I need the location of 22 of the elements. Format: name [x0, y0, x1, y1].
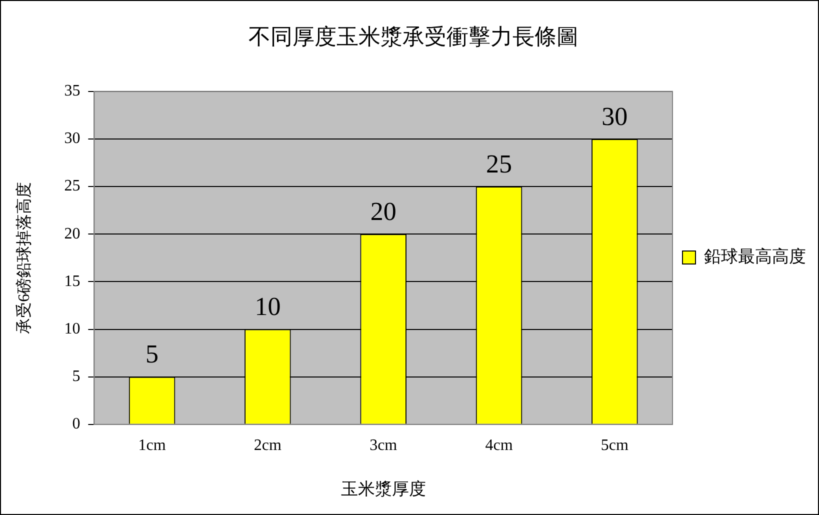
y-tick-label: 20: [64, 225, 80, 242]
data-label: 10: [254, 292, 281, 322]
chart-title: 不同厚度玉米漿承受衝擊力長條圖: [248, 24, 578, 49]
y-tick-label: 5: [72, 368, 80, 386]
data-label: 20: [370, 196, 396, 226]
x-tick-label: 2cm: [254, 437, 282, 454]
data-label: 25: [486, 149, 512, 178]
y-axis-title: 承受6磅鉛球掉落高度: [14, 182, 33, 334]
x-axis-title: 玉米漿厚度: [340, 479, 426, 498]
data-label: 30: [602, 102, 628, 131]
y-tick-label: 30: [64, 130, 80, 148]
legend-label: 鉛球最高高度: [704, 246, 806, 266]
x-tick-label: 3cm: [370, 437, 398, 454]
x-tick-label: 1cm: [138, 437, 166, 454]
y-tick-label: 15: [64, 272, 80, 290]
data-label: 5: [146, 340, 159, 369]
y-tick-label: 25: [64, 178, 80, 195]
x-tick-label: 4cm: [485, 437, 514, 454]
y-tick-label: 10: [64, 320, 80, 338]
y-tick-label: 35: [64, 82, 80, 100]
x-tick-label: 5cm: [600, 437, 629, 454]
y-tick-label: 0: [72, 416, 80, 433]
